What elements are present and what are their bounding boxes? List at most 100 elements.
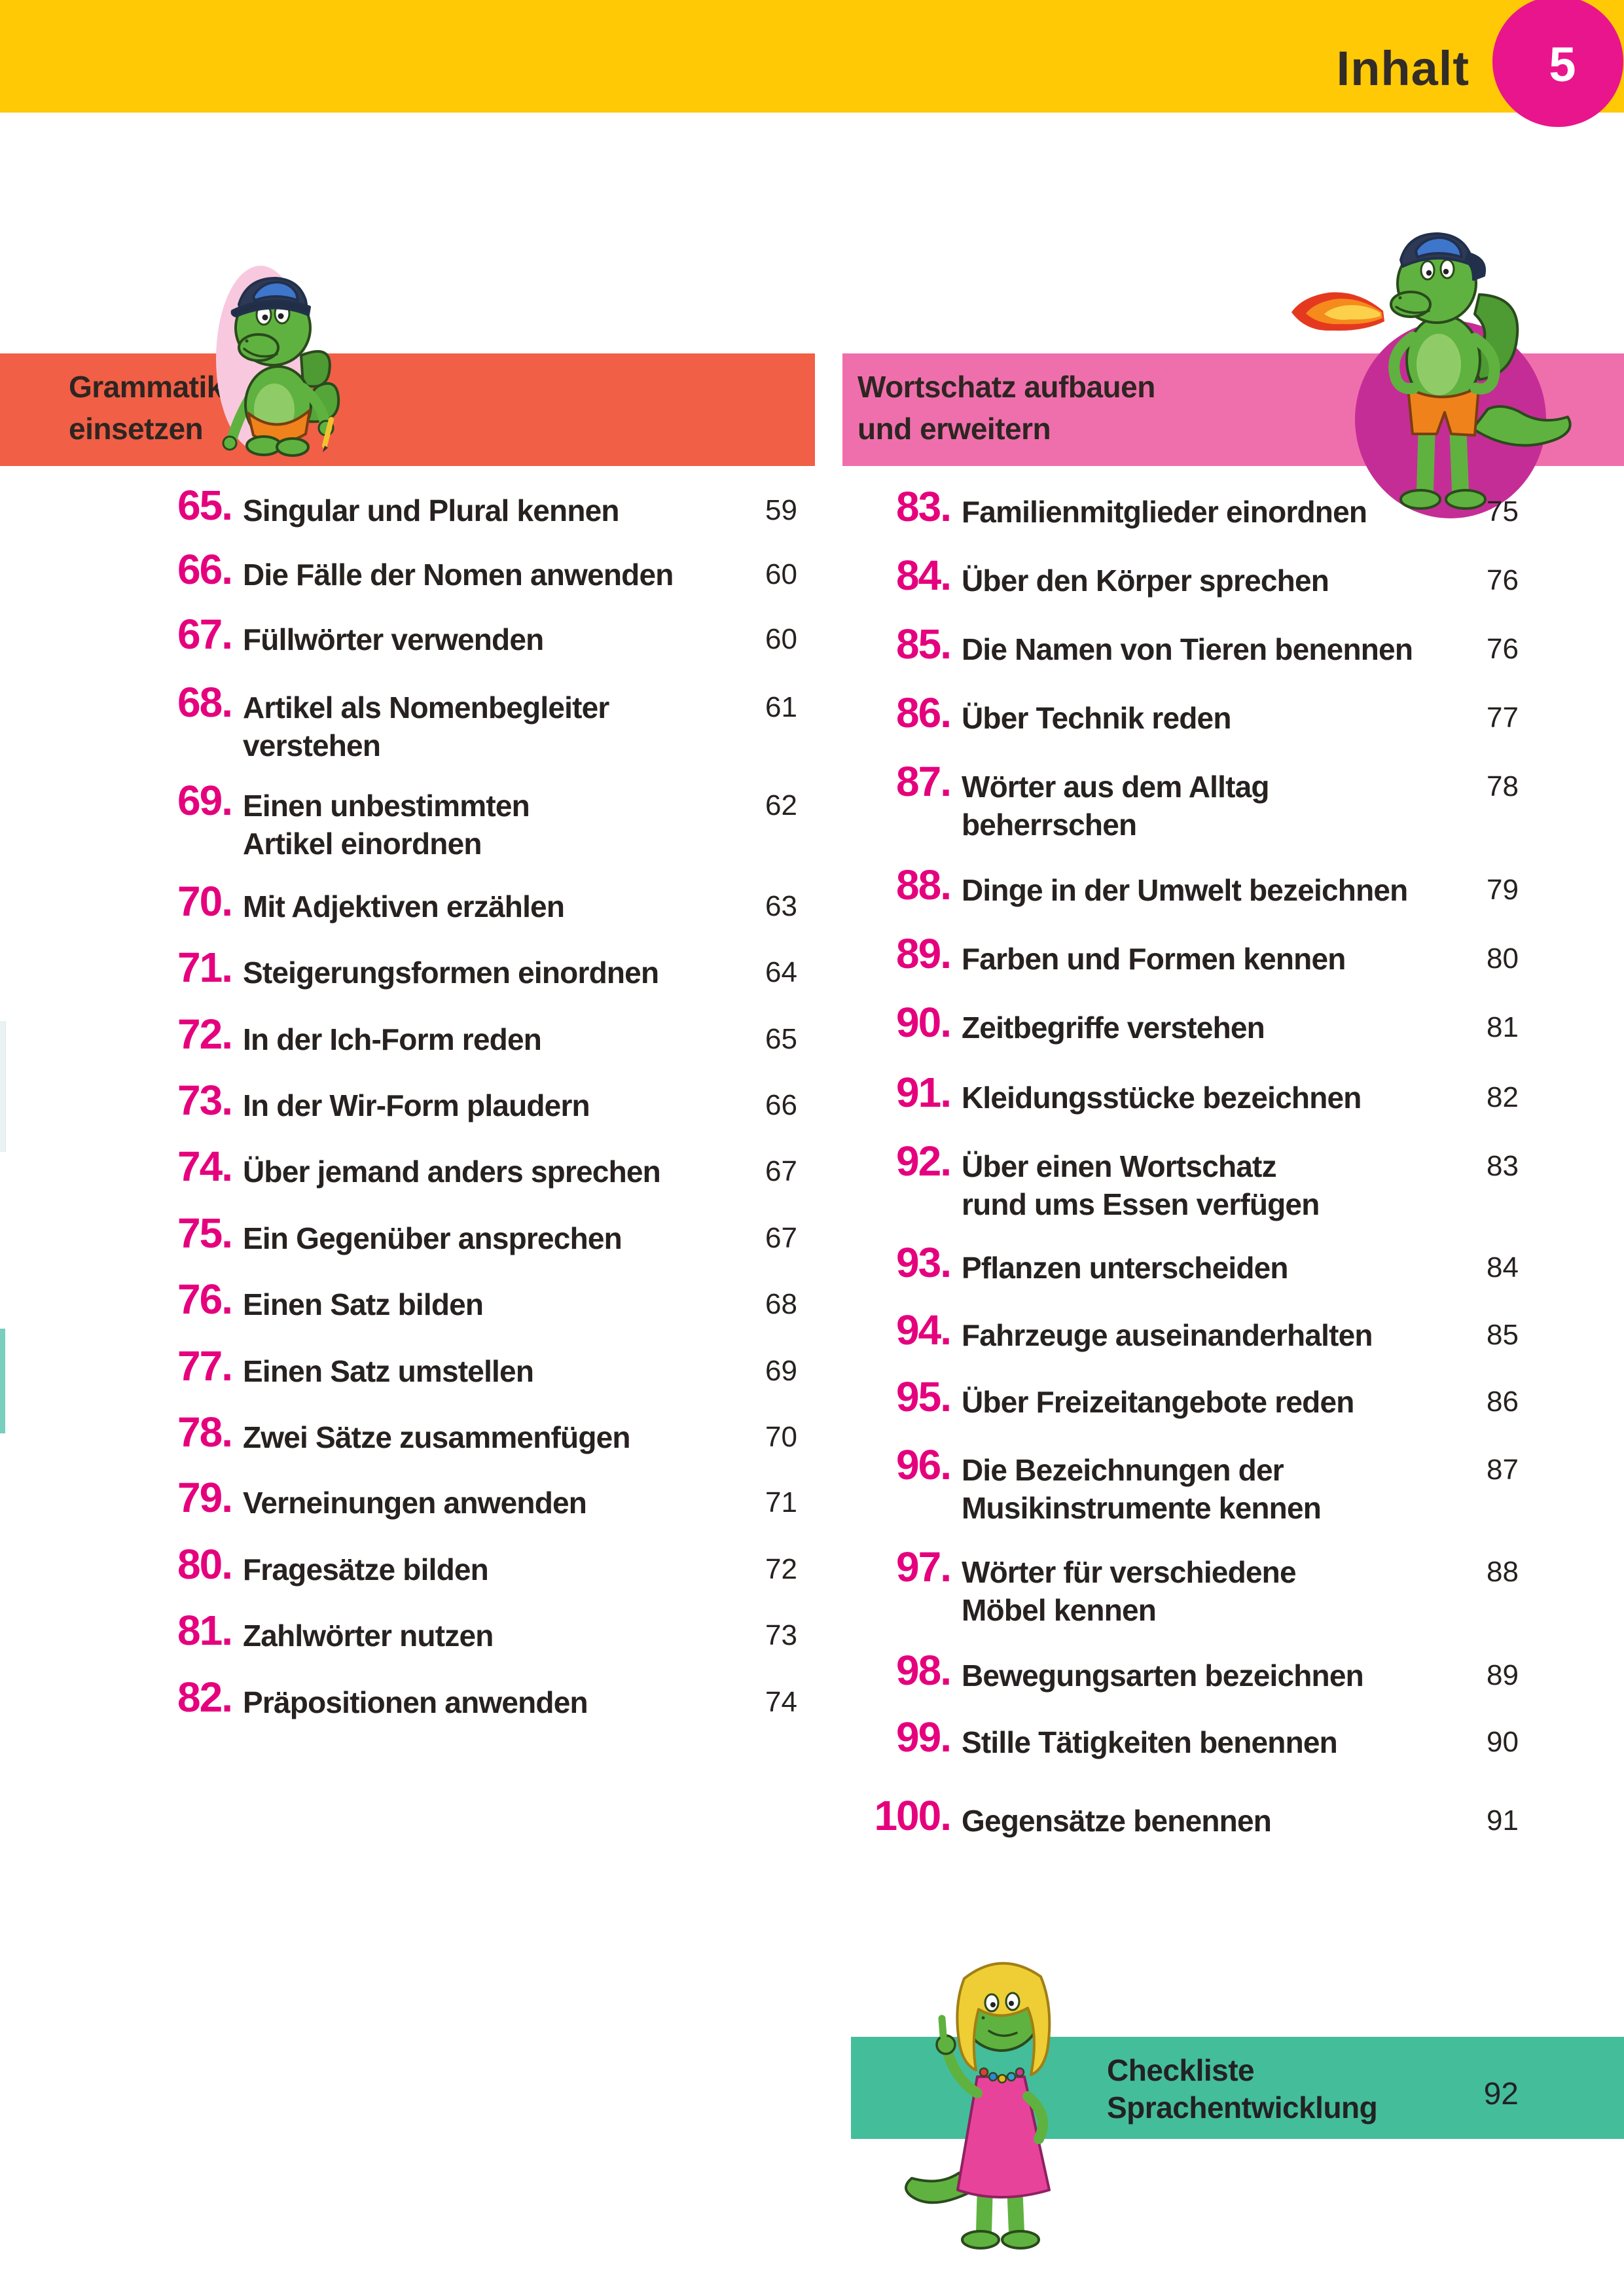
entry-title: Einen unbestimmten Artikel einordnen	[243, 789, 530, 861]
entry-title: Einen Satz bilden	[243, 1287, 484, 1321]
entry-title: Farben und Formen kennen	[962, 942, 1346, 976]
entry-page: 74	[765, 1686, 797, 1718]
entry-number: 86.	[896, 689, 952, 736]
page-number: 5	[1549, 37, 1576, 92]
toc-column-grammatik: 65. Singular und Plural kennen 59 66. Die Fä…	[79, 0, 797, 1964]
entry-page: 76	[1487, 633, 1519, 665]
entry-title: Steigerungsformen einordnen	[243, 956, 659, 990]
footer-title: Checkliste Sprachentwicklung	[1107, 2053, 1378, 2125]
entry-number: 78.	[177, 1408, 233, 1456]
entry-page: 59	[765, 494, 797, 526]
entry-title: In der Wir-Form plaudern	[243, 1088, 590, 1122]
entry-number: 69.	[177, 777, 233, 824]
entry-page: 61	[765, 691, 797, 723]
entry-number: 96.	[896, 1441, 952, 1488]
entry-title: Fahrzeuge auseinanderhalten	[962, 1318, 1373, 1352]
entry-number: 75.	[177, 1210, 233, 1257]
entry-title: Dinge in der Umwelt bezeichnen	[962, 873, 1408, 907]
section-grammatik-bar	[0, 353, 815, 466]
entry-number: 82.	[177, 1674, 233, 1721]
entry-number: 94.	[896, 1306, 952, 1354]
entry-title: Kleidungsstücke bezeichnen	[962, 1081, 1362, 1115]
entry-title: Füllwörter verwenden	[243, 622, 544, 656]
entry-title: Einen Satz umstellen	[243, 1354, 534, 1388]
entry-title: Zahlwörter nutzen	[243, 1619, 494, 1653]
entry-number: 72.	[177, 1011, 233, 1058]
entry-title: Stille Tätigkeiten benennen	[962, 1725, 1338, 1759]
entry-number: 68.	[177, 679, 233, 726]
entry-number: 77.	[177, 1342, 233, 1390]
footer-page-number: 92	[1483, 2077, 1519, 2111]
entry-title: Artikel als Nomenbegleiter verstehen	[243, 691, 609, 762]
entry-number: 85.	[896, 620, 952, 668]
entry-page: 69	[765, 1355, 797, 1387]
entry-page: 60	[765, 558, 797, 590]
entry-page: 82	[1487, 1081, 1519, 1113]
entry-number: 95.	[896, 1373, 952, 1420]
page-edge-tab-light	[0, 1021, 6, 1152]
entry-title: Gegensätze benennen	[962, 1804, 1272, 1838]
entry-number: 74.	[177, 1143, 233, 1190]
entry-title: Zwei Sätze zusammenfügen	[243, 1420, 631, 1454]
entry-title: Singular und Plural kennen	[243, 493, 620, 528]
entry-page: 85	[1487, 1319, 1519, 1351]
entry-page: 65	[765, 1023, 797, 1055]
entry-title: Über einen Wortschatz rund ums Essen ver…	[962, 1149, 1320, 1221]
entry-page: 86	[1487, 1386, 1519, 1418]
entry-page: 76	[1487, 564, 1519, 596]
entry-number: 80.	[177, 1541, 233, 1588]
entry-page: 84	[1487, 1251, 1519, 1283]
entry-number: 65.	[177, 482, 233, 529]
entry-page: 79	[1487, 874, 1519, 906]
entry-number: 93.	[896, 1239, 952, 1286]
toc-column-wortschatz: 83. Familienmitglieder einordnen 75 84. Über…	[799, 0, 1519, 1964]
page-number-badge: 5	[1492, 0, 1623, 127]
entry-page: 70	[765, 1421, 797, 1453]
entry-number: 99.	[896, 1713, 952, 1761]
entry-title: Bewegungsarten bezeichnen	[962, 1659, 1364, 1693]
entry-number: 90.	[896, 999, 952, 1046]
entry-title: In der Ich-Form reden	[243, 1022, 542, 1056]
entry-number: 76.	[177, 1276, 233, 1323]
dragon-writing-illustration	[222, 277, 340, 457]
entry-number: 87.	[896, 758, 952, 805]
entry-title: Die Bezeichnungen der Musikinstrumente k…	[962, 1453, 1322, 1525]
entry-page: 71	[765, 1486, 797, 1518]
entry-number: 70.	[177, 878, 233, 925]
entry-number: 100.	[874, 1792, 952, 1839]
entry-number: 88.	[896, 861, 952, 908]
entry-number: 89.	[896, 930, 952, 977]
entry-page: 83	[1487, 1150, 1519, 1182]
entry-title: Fragesätze bilden	[243, 1552, 489, 1587]
entry-title: Familienmitglieder einordnen	[962, 495, 1367, 529]
entry-page: 77	[1487, 702, 1519, 734]
entry-title: Wörter für verschiedene Möbel kennen	[962, 1555, 1297, 1627]
entry-number: 92.	[896, 1138, 952, 1185]
entry-title: Ein Gegenüber ansprechen	[243, 1221, 623, 1255]
entry-number: 83.	[896, 483, 952, 530]
entry-page: 88	[1487, 1556, 1519, 1588]
entry-page: 67	[765, 1155, 797, 1187]
entry-page: 91	[1487, 1804, 1519, 1837]
entry-number: 66.	[177, 546, 233, 593]
entry-page: 68	[765, 1288, 797, 1320]
entry-number: 97.	[896, 1543, 952, 1590]
page-title: Inhalt	[1336, 41, 1470, 96]
entry-page: 67	[765, 1222, 797, 1254]
entry-number: 67.	[177, 611, 233, 658]
entry-page: 80	[1487, 942, 1519, 975]
entry-number: 84.	[896, 552, 952, 599]
entry-number: 73.	[177, 1077, 233, 1124]
entry-title: Über Freizeitangebote reden	[962, 1385, 1354, 1419]
entry-page: 78	[1487, 770, 1519, 802]
entry-page: 90	[1487, 1726, 1519, 1758]
entry-page: 72	[765, 1553, 797, 1585]
entry-page: 89	[1487, 1659, 1519, 1691]
page-edge-tab-teal	[0, 1329, 5, 1433]
entry-number: 81.	[177, 1607, 233, 1654]
entry-title: Wörter aus dem Alltag beherrschen	[962, 770, 1269, 842]
entry-page: 62	[765, 789, 797, 821]
entry-title: Über Technik reden	[962, 701, 1231, 735]
section-wortschatz-title: Wortschatz aufbauen und erweitern	[857, 370, 1155, 446]
